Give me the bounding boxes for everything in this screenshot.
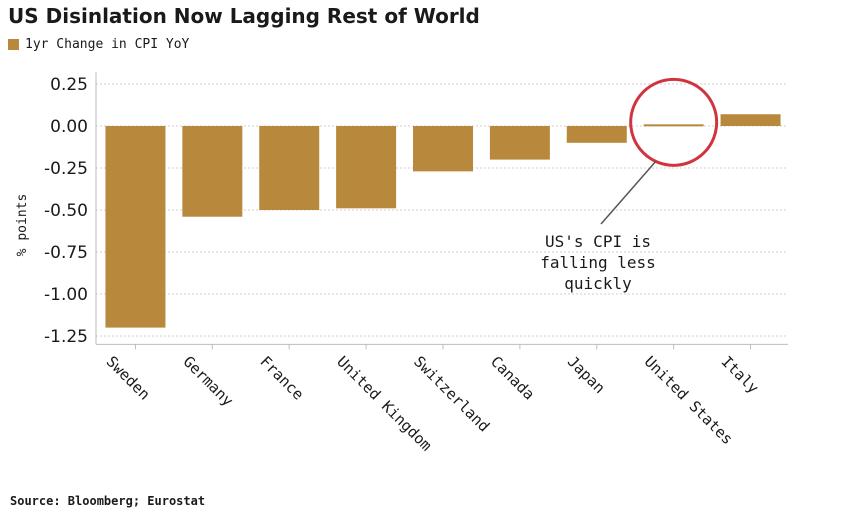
bar xyxy=(566,126,627,143)
x-tick-label: France xyxy=(256,353,307,404)
y-axis-label: % points xyxy=(15,194,30,257)
y-tick-labels: 0.25 0.00 -0.25 -0.50 -0.75 -1.00 -1.25 xyxy=(44,75,88,347)
axes xyxy=(95,72,788,350)
annotation-text-line: falling less xyxy=(540,253,656,272)
annotation-leader-line xyxy=(600,160,657,225)
bar xyxy=(643,124,704,127)
bar xyxy=(413,126,473,172)
bar xyxy=(182,126,243,217)
y-tick-label: -0.25 xyxy=(44,159,88,179)
bar xyxy=(489,126,550,160)
annotation-text-line: quickly xyxy=(564,274,632,293)
bar xyxy=(105,126,166,328)
x-tick-label: Germany xyxy=(180,353,237,410)
x-tick-labels: Sweden Germany France United KingdomSwitzer… xyxy=(103,353,763,455)
y-tick-label: -1.25 xyxy=(44,327,88,347)
y-tick-label: -0.50 xyxy=(44,201,88,221)
highlight-circle xyxy=(629,77,719,167)
bars xyxy=(105,114,781,328)
x-tick-label: Sweden xyxy=(103,353,154,404)
bar xyxy=(720,114,781,126)
annotation-text-line: US's CPI is xyxy=(545,232,651,251)
x-tick-label: Japan xyxy=(564,353,609,398)
y-tick-label: -1.00 xyxy=(44,285,88,305)
bar xyxy=(336,126,397,209)
x-tick-label: Switzerland xyxy=(410,353,493,436)
legend: 1yr Change in CPI YoY xyxy=(8,37,189,52)
y-tick-label: 0.25 xyxy=(50,75,88,95)
chart-title: US Disinlation Now Lagging Rest of World xyxy=(8,4,480,28)
source-note: Source: Bloomberg; Eurostat xyxy=(10,494,206,508)
x-tick-label: Italy xyxy=(718,353,763,398)
y-tick-label: 0.00 xyxy=(50,117,88,137)
legend-swatch xyxy=(8,39,19,50)
bar xyxy=(259,126,320,210)
legend-label: 1yr Change in CPI YoY xyxy=(25,37,190,52)
annotation: US's CPI is falling less quickly xyxy=(540,77,719,293)
x-tick-label: Canada xyxy=(487,353,538,404)
y-tick-label: -0.75 xyxy=(44,243,88,263)
